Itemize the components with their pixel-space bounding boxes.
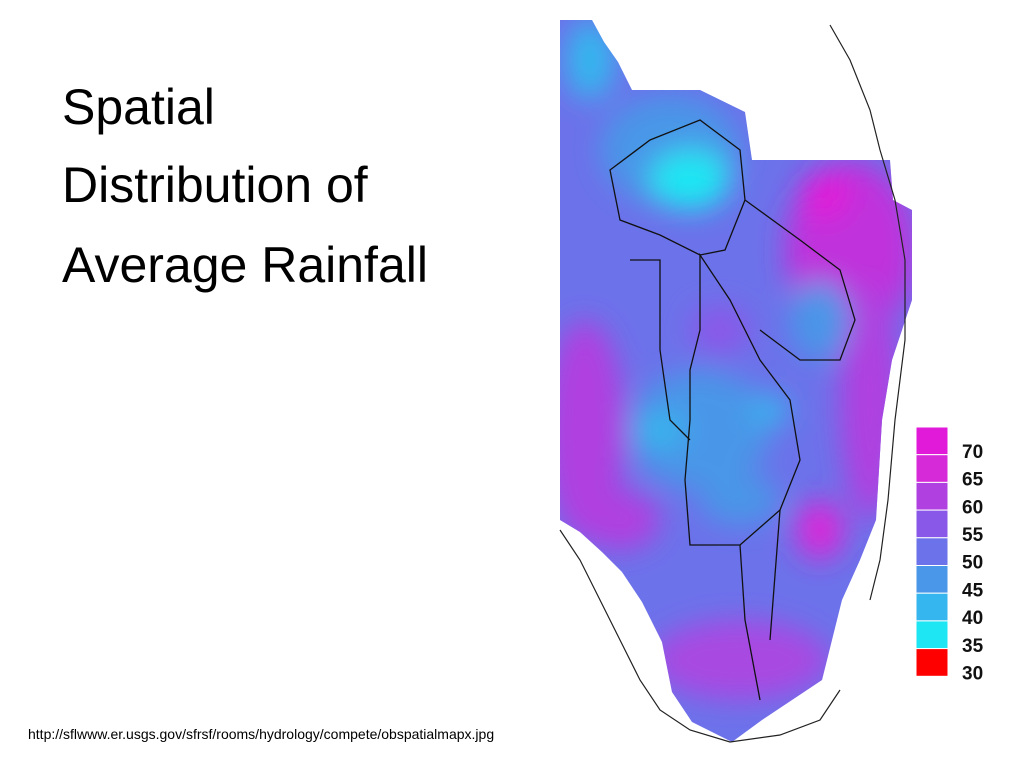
legend: 70 65 60 55 50 45 40 35 30 — [915, 426, 984, 684]
legend-swatch — [915, 537, 949, 566]
title-line: Spatial — [62, 79, 215, 135]
legend-label: 35 — [962, 636, 984, 657]
legend-swatch — [915, 454, 949, 483]
legend-swatch — [915, 592, 949, 622]
legend-label: 30 — [962, 663, 983, 684]
legend-label: 65 — [962, 470, 984, 491]
legend-swatch — [915, 648, 949, 677]
source-url: http://sflwww.er.usgs.gov/sfrsf/rooms/hy… — [28, 726, 495, 742]
legend-swatch — [915, 620, 949, 650]
legend-label: 70 — [962, 442, 983, 463]
legend-label: 45 — [962, 580, 984, 601]
legend-swatch — [915, 481, 949, 511]
coastline — [559, 24, 906, 743]
legend-label: 50 — [962, 553, 983, 574]
legend-swatch — [915, 509, 949, 539]
legend-label: 40 — [962, 608, 983, 629]
title-line: Distribution of — [62, 157, 368, 213]
legend-swatch — [915, 426, 949, 456]
legend-label: 55 — [962, 525, 984, 546]
map-fill — [560, 20, 912, 742]
legend-label: 60 — [962, 497, 983, 518]
title-line: Average Rainfall — [62, 237, 428, 293]
legend-swatch — [915, 565, 949, 594]
